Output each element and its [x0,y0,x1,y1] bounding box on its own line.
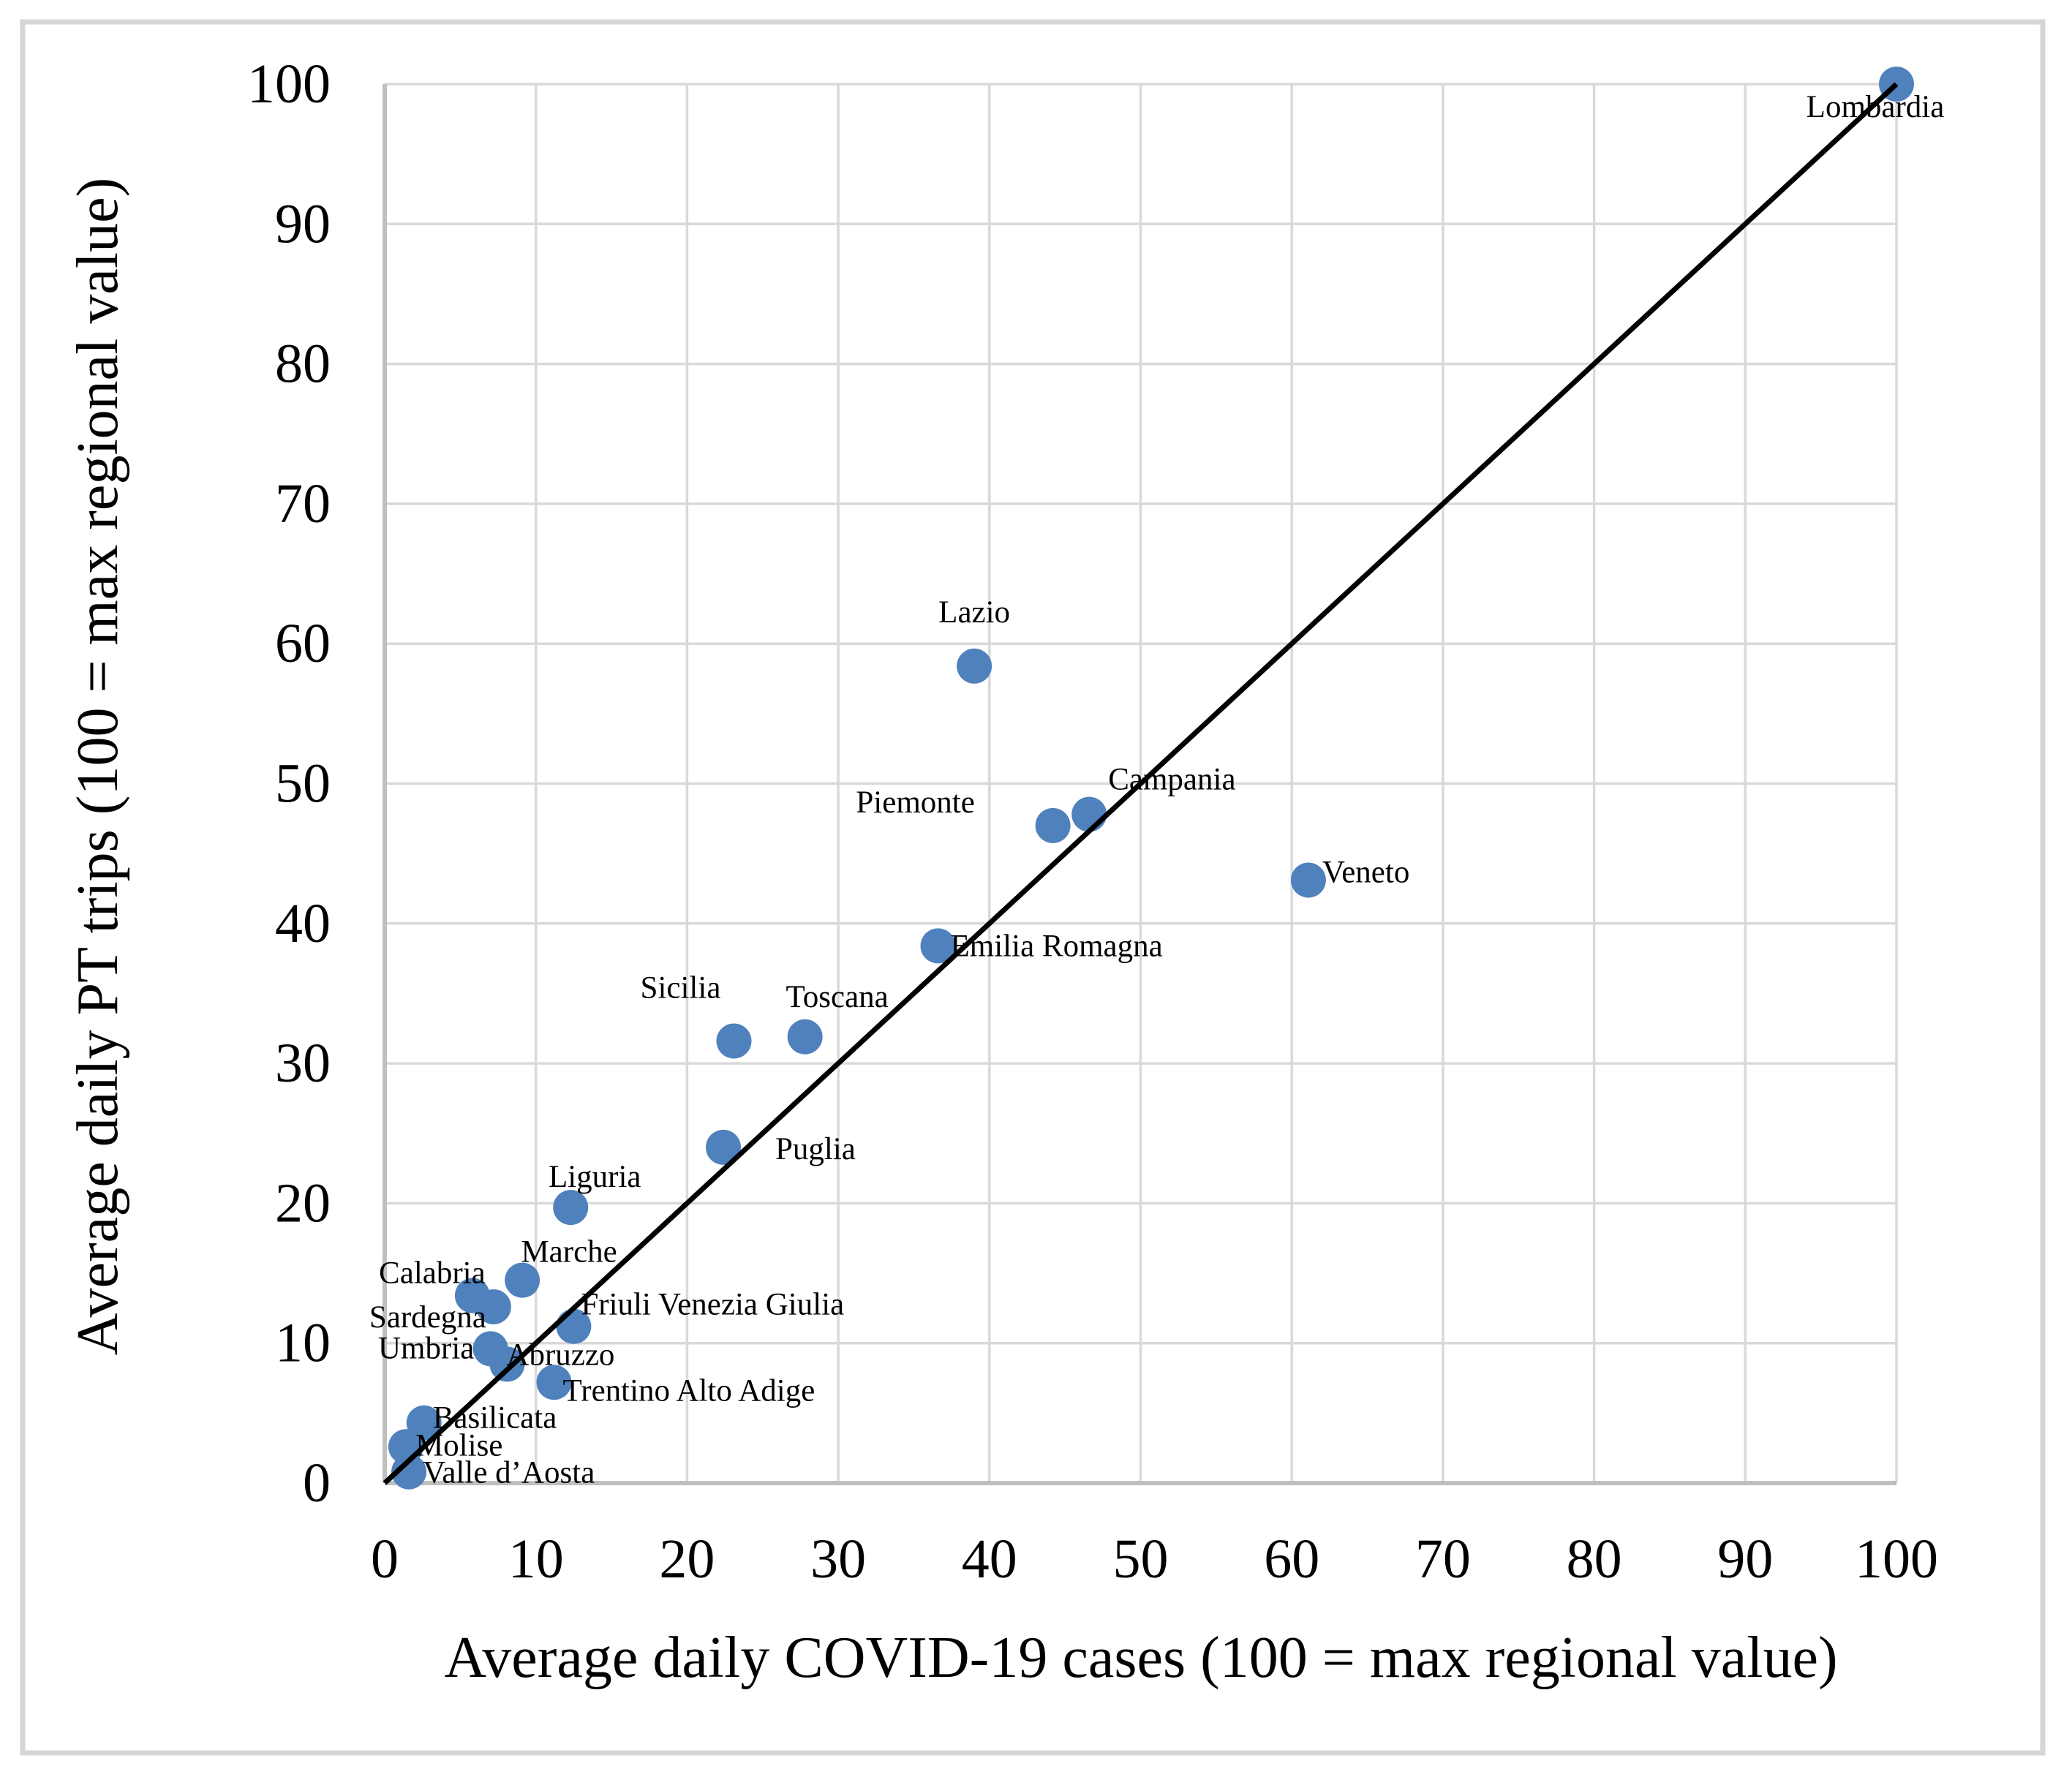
y-tick-label-60: 60 [275,613,331,674]
x-tick-label-30: 30 [810,1528,866,1590]
data-point-campania [1071,796,1107,832]
data-point-label-sicilia: Sicilia [641,970,721,1005]
y-tick-label-10: 10 [275,1313,331,1374]
y-tick-label-20: 20 [275,1172,331,1234]
data-point-label-umbria: Umbria [378,1331,474,1365]
y-tick-label-50: 50 [275,753,331,815]
y-tick-label-100: 100 [247,53,331,115]
data-point-label-sardegna: Sardegna [369,1300,486,1335]
data-point-label-calabria: Calabria [379,1256,486,1291]
data-point-label-molise: Molise [415,1428,502,1463]
data-point-umbria [472,1331,508,1367]
x-axis-title: Average daily COVID-19 cases (100 = max … [444,1626,1837,1690]
y-tick-label-80: 80 [275,333,331,395]
x-tick-label-70: 70 [1415,1528,1471,1590]
x-tick-label-90: 90 [1717,1528,1773,1590]
data-point-label-friuli-venezia-giulia: Friuli Venezia Giulia [581,1288,844,1322]
data-point-label-marche: Marche [521,1235,617,1270]
data-point-sicilia [716,1023,752,1059]
data-point-liguria [553,1190,589,1226]
tick-labels-layer: 0 10 20 30 40 50 60 70 80 90 100 0 10 20 30 40 50 60 70 80 9… [247,53,1938,1590]
data-point-toscana [787,1019,823,1055]
x-tick-label-80: 80 [1567,1528,1622,1590]
data-point-calabria [454,1278,490,1313]
data-point-puglia [706,1129,742,1165]
x-tick-label-20: 20 [659,1528,715,1590]
axis-lines-layer [383,84,1896,1485]
data-point-label-trentino-alto-adige: Trentino Alto Adige [563,1373,815,1408]
data-point-piemonte [1035,807,1071,843]
x-tick-label-100: 100 [1855,1528,1938,1590]
x-tick-label-10: 10 [508,1528,564,1590]
data-point-emilia-romagna [920,928,956,964]
data-point-label-lazio: Lazio [938,595,1010,630]
data-point-label-puglia: Puglia [775,1132,856,1166]
x-tick-label-50: 50 [1113,1528,1169,1590]
trend-line [383,82,1899,1485]
x-tick-label-60: 60 [1264,1528,1319,1590]
y-tick-label-70: 70 [275,473,331,535]
y-tick-label-40: 40 [275,893,331,954]
data-point-label-abruzzo: Abruzzo [506,1338,614,1372]
gridlines-layer [385,83,1898,1483]
data-point-label-emilia-romagna: Emilia Romagna [951,929,1163,963]
y-axis-title: Average daily PT trips (100 = max region… [66,178,130,1356]
data-point-label-toscana: Toscana [786,980,888,1014]
x-tick-label-0: 0 [371,1528,399,1590]
data-point-label-lombardia: Lombardia [1807,90,1945,124]
data-point-label-piemonte: Piemonte [856,785,974,820]
data-point-veneto [1290,862,1326,898]
data-point-label-veneto: Veneto [1322,855,1409,889]
y-tick-label-90: 90 [275,193,331,254]
data-point-label-valle-d-aosta: Valle d’Aosta [423,1456,595,1490]
y-tick-label-0: 0 [303,1452,331,1514]
y-tick-label-30: 30 [275,1033,331,1094]
data-point-marche [505,1262,540,1298]
data-point-basilicata [406,1405,442,1441]
data-point-trentino-alto-adige [536,1365,572,1400]
x-tick-label-40: 40 [962,1528,1017,1590]
data-point-lazio [957,648,992,684]
figure-border [20,19,2046,1756]
data-point-label-liguria: Liguria [549,1160,641,1194]
data-point-label-campania: Campania [1108,763,1235,797]
data-point-label-basilicata: Basilicata [433,1401,557,1436]
